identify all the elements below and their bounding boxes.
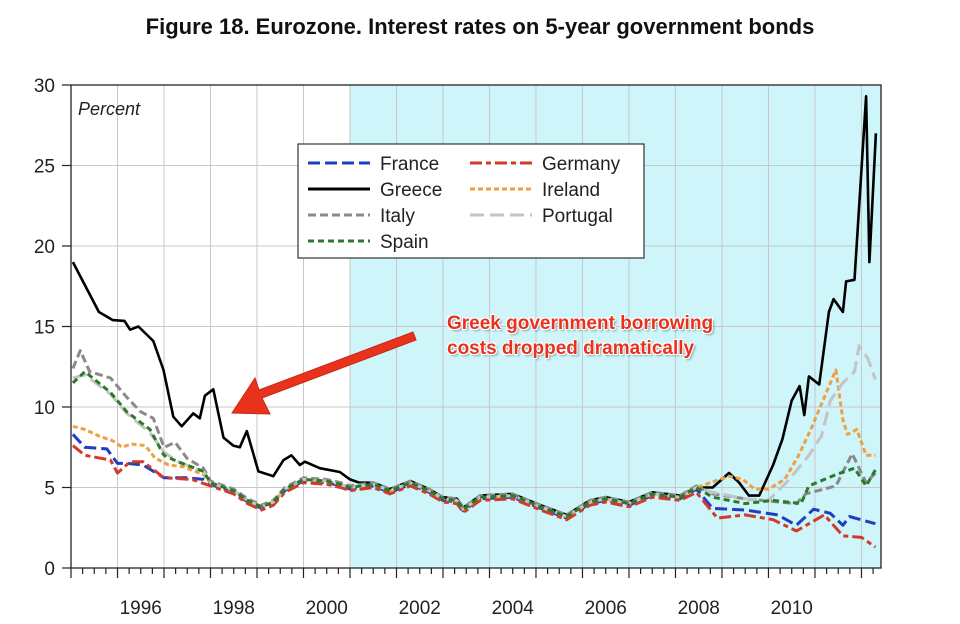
series-line-spain [71, 370, 877, 518]
annotation-arrow [231, 331, 417, 415]
x-tick-label: 2004 [492, 598, 535, 619]
legend-label-italy: Italy [380, 206, 415, 227]
legend-label-germany: Germany [542, 154, 621, 175]
legend-label-france: France [380, 154, 439, 175]
x-tick-label: 1998 [213, 598, 255, 619]
legend-label-spain: Spain [380, 232, 429, 253]
x-tick-label: 2010 [771, 598, 813, 619]
y-tick-label: 20 [34, 237, 55, 258]
y-tick-label: 25 [34, 157, 55, 178]
annotation-line-2: costs dropped dramatically [447, 338, 695, 359]
y-tick-label: 15 [34, 318, 55, 339]
legend-label-portugal: Portugal [542, 206, 613, 227]
annotation-text: Greek government borrowing costs dropped… [447, 311, 713, 361]
x-tick-label: 2000 [306, 598, 348, 619]
chart-title: Figure 18. Eurozone. Interest rates on 5… [145, 14, 815, 39]
y-tick-label: 0 [44, 559, 55, 580]
y-axis-label: Percent [78, 99, 141, 119]
y-tick-label: 30 [34, 76, 55, 97]
legend-label-greece: Greece [380, 180, 442, 201]
annotation-line-1: Greek government borrowing [447, 313, 714, 334]
x-tick-label: 2008 [678, 598, 720, 619]
series-line-italy [71, 349, 877, 517]
y-tick-label: 10 [34, 398, 55, 419]
x-tick-label: 2002 [399, 598, 441, 619]
x-tick-label: 1996 [120, 598, 162, 619]
legend-label-ireland: Ireland [542, 180, 600, 201]
legend: France Germany Greece Ireland Italy Portugal S… [297, 143, 645, 259]
y-tick-label: 5 [44, 479, 55, 500]
x-tick-label: 2006 [585, 598, 627, 619]
series-line-germany [71, 444, 877, 549]
